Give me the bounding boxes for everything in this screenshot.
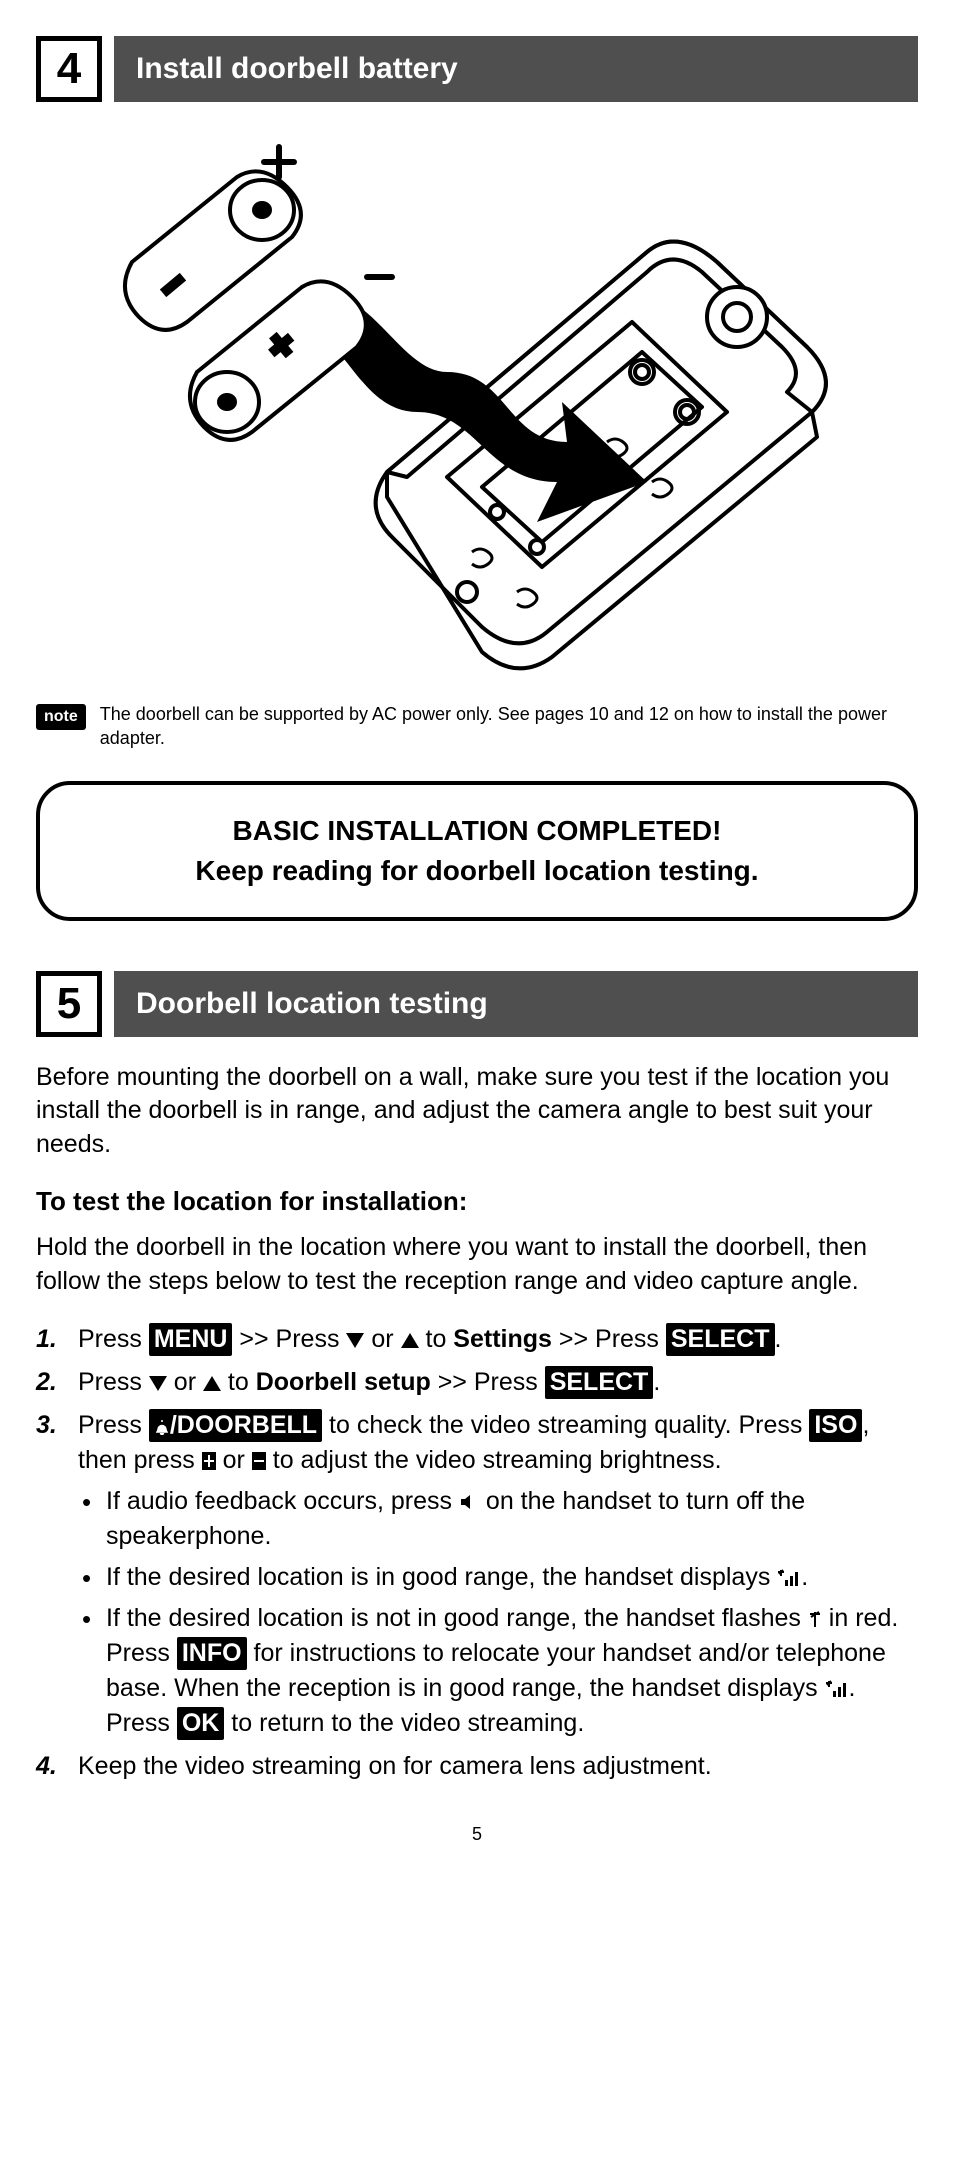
select-key: SELECT — [666, 1323, 775, 1356]
text: >> Press — [431, 1368, 545, 1396]
note-badge: note — [36, 704, 86, 730]
step-5-header: 5 Doorbell location testing — [36, 971, 918, 1037]
instruction-3: Press /DOORBELL to check the video strea… — [36, 1408, 918, 1741]
text: to — [221, 1368, 256, 1396]
plus-icon — [202, 1452, 216, 1470]
up-arrow-icon — [401, 1333, 419, 1348]
text: Press — [78, 1411, 149, 1439]
iso-key: ISO — [809, 1409, 862, 1442]
note-row: note The doorbell can be supported by AC… — [36, 702, 918, 751]
signal-full-icon — [825, 1680, 849, 1698]
note-text: The doorbell can be supported by AC powe… — [100, 702, 918, 751]
select-key: SELECT — [545, 1366, 654, 1399]
bullet-2: If the desired location is in good range… — [78, 1560, 918, 1595]
text: to adjust the video streaming brightness… — [266, 1446, 722, 1474]
doorbell-key: /DOORBELL — [149, 1409, 322, 1442]
down-arrow-icon — [346, 1333, 364, 1348]
text: . — [801, 1563, 808, 1591]
step-4-number: 4 — [36, 36, 102, 102]
text: If the desired location is in good range… — [106, 1563, 777, 1591]
text: If the desired location is not in good r… — [106, 1604, 808, 1632]
text: to check the video streaming quality. Pr… — [322, 1411, 809, 1439]
step5-pretext: Hold the doorbell in the location where … — [36, 1231, 918, 1299]
down-arrow-icon — [149, 1376, 167, 1391]
ok-key: OK — [177, 1707, 225, 1740]
step-4-title: Install doorbell battery — [114, 36, 918, 102]
instruction-4: Keep the video streaming on for camera l… — [36, 1749, 918, 1784]
text: or — [364, 1325, 400, 1353]
text: >> Press — [552, 1325, 666, 1353]
callout-line1: BASIC INSTALLATION COMPLETED! — [70, 815, 884, 847]
step-5-title: Doorbell location testing — [114, 971, 918, 1037]
callout-line2: Keep reading for doorbell location testi… — [70, 855, 884, 887]
text: If audio feedback occurs, press — [106, 1487, 459, 1515]
instruction-3-bullets: If audio feedback occurs, press on the h… — [78, 1484, 918, 1741]
antenna-icon — [808, 1610, 822, 1628]
text: Press — [78, 1368, 149, 1396]
settings-label: Settings — [453, 1325, 552, 1353]
instruction-1: Press MENU >> Press or to Settings >> Pr… — [36, 1322, 918, 1357]
text: or — [167, 1368, 203, 1396]
step-5-number: 5 — [36, 971, 102, 1037]
step5-intro: Before mounting the doorbell on a wall, … — [36, 1061, 918, 1162]
signal-full-icon — [777, 1569, 801, 1587]
bullet-3: If the desired location is not in good r… — [78, 1601, 918, 1741]
instruction-2: Press or to Doorbell setup >> Press SELE… — [36, 1365, 918, 1400]
text: >> Press — [232, 1325, 346, 1353]
text: Press — [78, 1325, 149, 1353]
step5-subheading: To test the location for installation: — [36, 1186, 918, 1217]
text: or — [216, 1446, 252, 1474]
info-key: INFO — [177, 1637, 247, 1670]
battery-install-illustration — [87, 122, 867, 692]
bell-icon — [154, 1419, 170, 1435]
doorbell-setup-label: Doorbell setup — [256, 1368, 431, 1396]
menu-key: MENU — [149, 1323, 233, 1356]
text: to return to the video streaming. — [224, 1709, 584, 1737]
step-4-header: 4 Install doorbell battery — [36, 36, 918, 102]
minus-icon — [252, 1452, 266, 1470]
bullet-1: If audio feedback occurs, press on the h… — [78, 1484, 918, 1554]
page-number: 5 — [36, 1824, 918, 1845]
text: to — [419, 1325, 454, 1353]
speaker-icon — [459, 1493, 479, 1511]
callout-box: BASIC INSTALLATION COMPLETED! Keep readi… — [36, 781, 918, 921]
instruction-list: Press MENU >> Press or to Settings >> Pr… — [36, 1322, 918, 1784]
up-arrow-icon — [203, 1376, 221, 1391]
